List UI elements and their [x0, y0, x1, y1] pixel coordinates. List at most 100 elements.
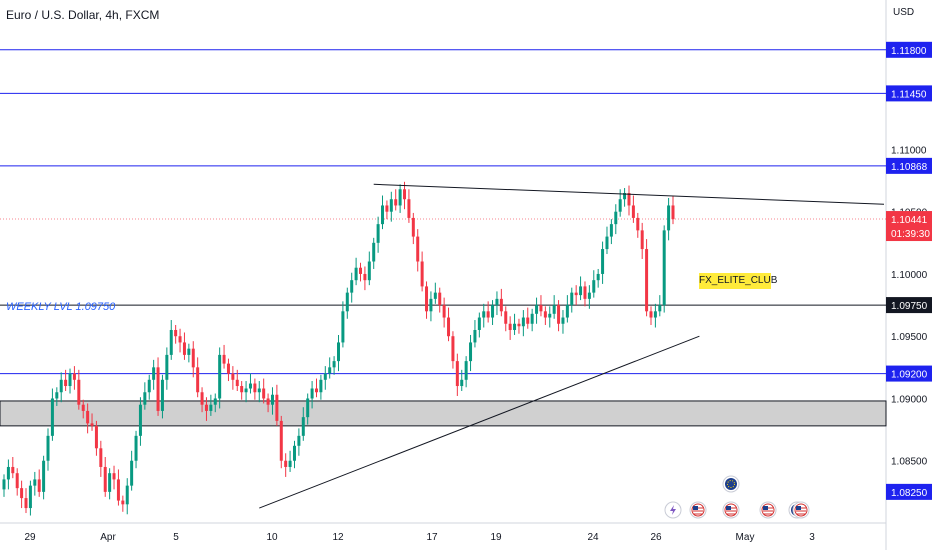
candle-body — [649, 311, 653, 318]
us-flag-icon — [759, 501, 777, 519]
candle-body — [279, 420, 283, 461]
candle-body — [482, 311, 486, 318]
candle-body — [407, 199, 411, 218]
candle-body — [539, 305, 543, 312]
price-badge-label: 1.09200 — [891, 370, 928, 381]
candle-body — [226, 363, 230, 374]
time-tick-label: 26 — [650, 532, 662, 543]
candle-body — [130, 460, 134, 486]
candle-body — [416, 236, 420, 262]
price-badge-label: 1.10868 — [891, 162, 928, 173]
time-tick-label: Apr — [100, 532, 116, 543]
candle-body — [86, 410, 90, 424]
candle-body — [143, 392, 147, 405]
candle-body — [55, 392, 59, 399]
candle-body — [385, 205, 389, 212]
candle-body — [425, 286, 429, 312]
candle-body — [108, 473, 112, 492]
price-badge — [886, 297, 932, 314]
candle-body — [570, 292, 574, 306]
candle-body — [350, 280, 354, 293]
price-badge — [886, 41, 932, 58]
candle-body — [592, 280, 596, 293]
candle-body — [288, 460, 292, 467]
candle-body — [42, 460, 46, 492]
candle-body — [94, 425, 98, 449]
candle-body — [363, 273, 367, 281]
candle-body — [270, 394, 274, 405]
candle-body — [121, 500, 125, 505]
time-tick-label: 5 — [173, 532, 179, 543]
candle-body — [68, 373, 72, 387]
candle-body — [314, 388, 318, 393]
candle-body — [359, 267, 363, 274]
candle-body — [103, 466, 107, 492]
candle-body — [579, 286, 583, 296]
candle-body — [574, 292, 578, 296]
candle-body — [552, 305, 556, 314]
candle-body — [262, 388, 266, 399]
candle-body — [557, 305, 561, 324]
candle-body — [337, 342, 340, 362]
candle-body — [451, 336, 455, 362]
candle-body — [561, 317, 565, 324]
candle-body — [614, 211, 618, 225]
candle-body — [72, 373, 76, 380]
candle-body — [138, 404, 142, 436]
candle-body — [222, 354, 226, 364]
candle-body — [59, 379, 63, 393]
candle-body — [77, 379, 81, 405]
currency-label: USD — [893, 7, 915, 18]
candle-body — [50, 398, 54, 436]
candle-body — [429, 298, 433, 312]
candle-body — [596, 273, 600, 281]
candle-body — [235, 379, 239, 387]
candle-body — [543, 311, 547, 318]
candle-body — [165, 354, 169, 380]
candle-body — [99, 448, 103, 467]
candle-body — [433, 292, 437, 299]
candle-body — [473, 329, 477, 343]
price-badge-label: 1.11800 — [891, 46, 927, 57]
candle-body — [442, 305, 446, 318]
candle-body — [508, 323, 512, 330]
candle-body — [244, 388, 248, 393]
candle-body — [169, 329, 173, 355]
candle-body — [2, 479, 6, 490]
candle-body — [112, 473, 116, 480]
candle-body — [11, 466, 15, 474]
candle-body — [328, 367, 332, 374]
candle-body — [6, 466, 10, 480]
candle-body — [134, 435, 138, 461]
countdown-label: 01:39:30 — [891, 229, 930, 240]
us-flag-icon — [722, 501, 740, 519]
candle-body — [204, 404, 208, 411]
candle-body — [627, 193, 631, 206]
current-price-badge — [886, 211, 932, 242]
candle-body — [354, 267, 358, 281]
candle-body — [191, 348, 195, 368]
candle-body — [587, 292, 591, 299]
candle-body — [530, 313, 534, 324]
candle-body — [284, 460, 288, 467]
candle-body — [517, 323, 521, 327]
us-flag-icon — [792, 501, 810, 519]
candle-body — [187, 348, 191, 355]
candle-body — [160, 379, 164, 411]
support-zone — [0, 400, 887, 427]
price-badge — [886, 85, 932, 102]
candle-body — [464, 361, 468, 380]
candle-body — [367, 261, 371, 281]
candle-body — [609, 224, 613, 237]
candle-body — [636, 217, 640, 231]
candle-body — [231, 373, 235, 380]
candle-body — [125, 485, 129, 505]
candle-body — [209, 404, 213, 411]
price-tick-label: 1.08500 — [891, 457, 928, 468]
candle-body — [455, 361, 459, 387]
price-badge-label: 1.08250 — [891, 488, 928, 499]
candle-body — [292, 445, 296, 461]
candle-body — [323, 373, 327, 380]
candle-body — [156, 367, 160, 411]
